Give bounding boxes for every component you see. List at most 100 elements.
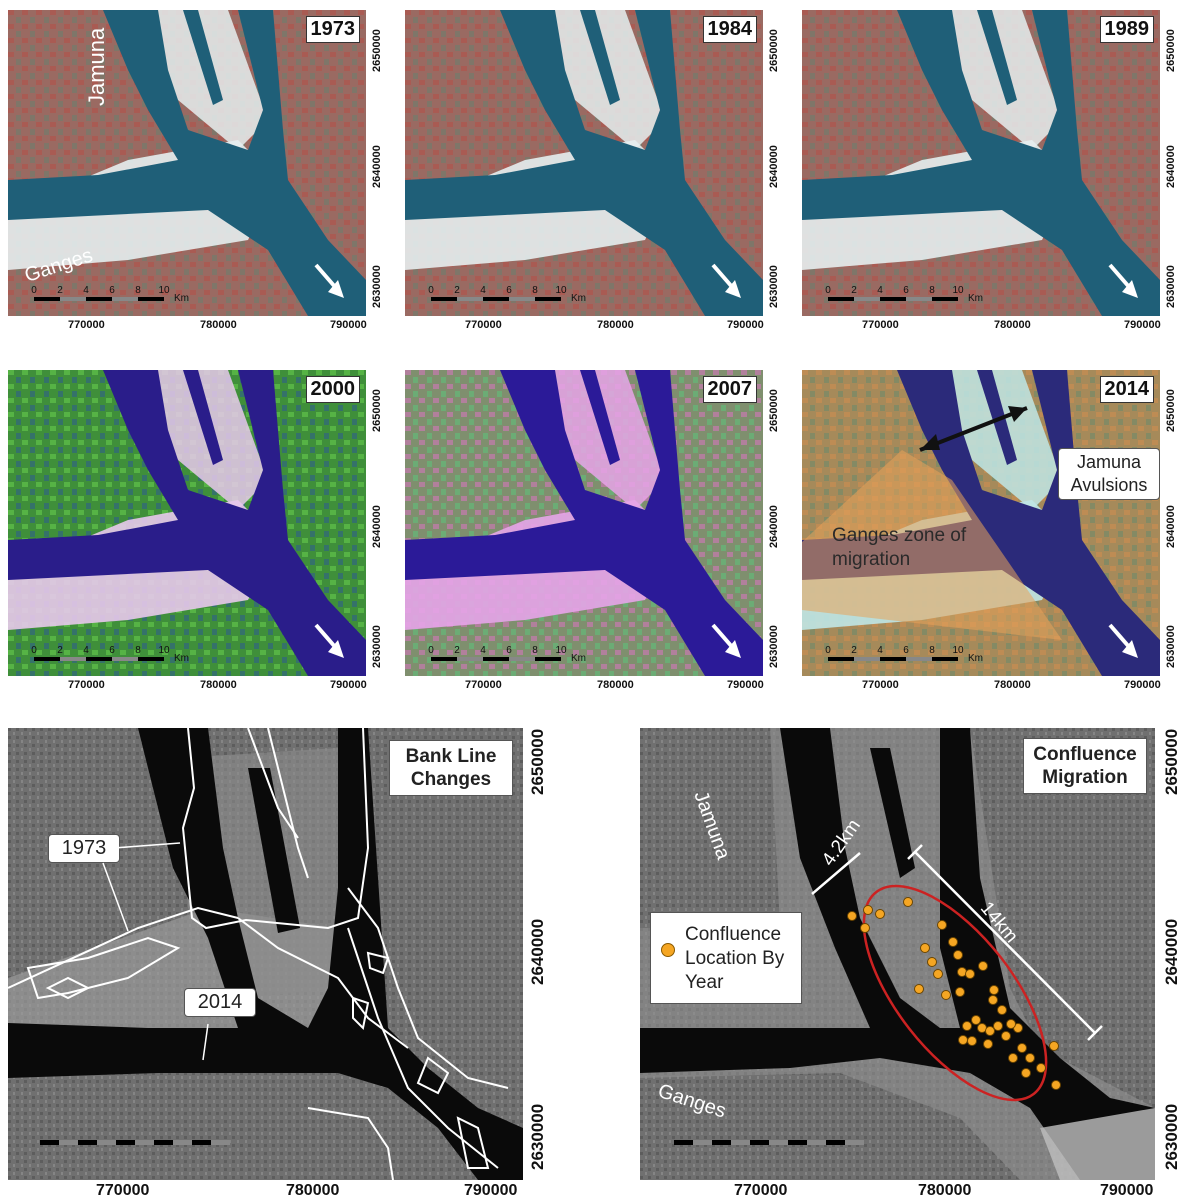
x-tick-1973-1: 780000 [200, 319, 237, 331]
x-tick-1973-2: 790000 [330, 319, 367, 331]
bank-line-map [8, 728, 523, 1180]
svg-text:8: 8 [929, 285, 935, 296]
bank-label-1973-text: 1973 [61, 837, 107, 859]
scale-bar: 0 2 4 6 8 10 Km [31, 285, 189, 304]
confluence-point [863, 905, 873, 915]
confluence-point [953, 950, 963, 960]
x-tick-1989-0: 770000 [862, 319, 899, 331]
confluence-point [1025, 1053, 1035, 1063]
scale-bar: 0 2 4 6 8 10 Km [31, 645, 189, 664]
svg-text:6: 6 [506, 645, 512, 656]
year-label: 1989 [1099, 16, 1154, 43]
svg-text:10: 10 [555, 645, 567, 656]
confluence-point [1021, 1068, 1031, 1078]
svg-text:4: 4 [877, 285, 883, 296]
satellite-image-1973: 0 2 4 6 8 10 Km [8, 10, 366, 316]
bank-x-tick-1: 770000 [96, 1182, 150, 1199]
x-tick-1989-1: 780000 [994, 319, 1031, 331]
jamuna-label: Jamuna [84, 27, 109, 106]
x-tick-2014-1: 780000 [994, 679, 1031, 691]
svg-text:4: 4 [480, 645, 486, 656]
confluence-point [860, 923, 870, 933]
confluence-x-tick-3: 790000 [1100, 1182, 1154, 1199]
flow-arrow-icon [711, 263, 735, 290]
svg-text:10: 10 [158, 645, 170, 656]
x-tick-1973-0: 770000 [68, 319, 105, 331]
confluence-point [1008, 1053, 1018, 1063]
y-tick-1989-0: 2650000 [1165, 29, 1177, 72]
svg-text:0: 0 [825, 645, 831, 656]
confluence-point [997, 1005, 1007, 1015]
confluence-point [1051, 1080, 1061, 1090]
confluence-point [1049, 1041, 1059, 1051]
confluence-point [967, 1036, 977, 1046]
svg-text:0: 0 [31, 285, 37, 296]
migration-zone [802, 450, 1062, 640]
panel-2000: 0 2 4 6 8 10 Km 2000 [8, 370, 366, 676]
year-label: 2014 [1099, 376, 1154, 403]
svg-text:10: 10 [555, 285, 567, 296]
svg-text:6: 6 [109, 645, 115, 656]
svg-text:2: 2 [454, 285, 460, 296]
satellite-image-2000: 0 2 4 6 8 10 Km [8, 370, 366, 676]
confluence-point [914, 984, 924, 994]
flow-arrow-icon [314, 263, 338, 290]
panel-2014: 0 2 4 6 8 10 Km 2014 Jamuna Avulsions Ganges z… [802, 370, 1160, 676]
bank-y-tick-2: 2640000 [528, 918, 547, 985]
svg-text:0: 0 [428, 645, 434, 656]
satellite-image-2014: 0 2 4 6 8 10 Km [802, 370, 1160, 676]
confluence-legend-dot [661, 943, 675, 957]
svg-text:8: 8 [532, 645, 538, 656]
bank-arrows [102, 842, 209, 1061]
bank-x-tick-2: 780000 [286, 1182, 340, 1199]
scale-bar: 0 2 4 6 8 10 Km [825, 285, 983, 304]
svg-text:0: 0 [825, 285, 831, 296]
svg-text:4: 4 [83, 645, 89, 656]
x-tick-2000-0: 770000 [68, 679, 105, 691]
bank-label-1973: 1973 [48, 834, 120, 863]
svg-text:4: 4 [83, 285, 89, 296]
bank-y-tick-1: 2650000 [528, 728, 547, 795]
year-label: 2007 [702, 376, 757, 403]
scale-bar: 0 2 4 6 8 10 Km [428, 645, 586, 664]
x-tick-2000-1: 780000 [200, 679, 237, 691]
svg-text:4: 4 [480, 285, 486, 296]
y-tick-2000-1: 2640000 [371, 505, 383, 548]
confluence-point [927, 957, 937, 967]
year-label: 1973 [305, 16, 360, 43]
svg-text:4: 4 [877, 645, 883, 656]
y-tick-1984-0: 2650000 [768, 29, 780, 72]
bank-label-2014: 2014 [184, 988, 256, 1017]
svg-text:6: 6 [903, 645, 909, 656]
svg-text:Km: Km [571, 293, 586, 304]
x-tick-2000-2: 790000 [330, 679, 367, 691]
confluence-point [903, 897, 913, 907]
confluence-legend: Confluence Location By Year [650, 912, 802, 1004]
confluence-legend-text: Confluence Location By Year [685, 924, 785, 993]
confluence-overlay [811, 844, 1103, 1102]
svg-text:10: 10 [158, 285, 170, 296]
satellite-image-1984: 0 2 4 6 8 10 Km [405, 10, 763, 316]
confluence-point [962, 1021, 972, 1031]
confluence-x-tick-1: 770000 [734, 1182, 788, 1199]
distance-tick [907, 844, 923, 860]
svg-text:2: 2 [57, 285, 63, 296]
bank-scale-bar [40, 1128, 240, 1148]
confluence-point [965, 969, 975, 979]
svg-text:10: 10 [952, 645, 964, 656]
scale-bar: 0 2 4 6 8 10 Km [428, 285, 586, 304]
confluence-y-tick-3: 2630000 [1162, 1103, 1181, 1170]
y-tick-2000-2: 2630000 [371, 625, 383, 668]
scale-bar: 0 2 4 6 8 10 Km [825, 645, 983, 664]
confluence-point [937, 920, 947, 930]
bank-line-title: Bank Line Changes [389, 740, 513, 796]
confluence-point [948, 937, 958, 947]
svg-text:8: 8 [532, 285, 538, 296]
y-tick-1984-2: 2630000 [768, 265, 780, 308]
confluence-point [933, 969, 943, 979]
confluence-point [847, 911, 857, 921]
y-tick-1984-1: 2640000 [768, 145, 780, 188]
y-tick-1989-2: 2630000 [1165, 265, 1177, 308]
distance-line-long [914, 851, 1096, 1034]
y-tick-2014-0: 2650000 [1165, 389, 1177, 432]
